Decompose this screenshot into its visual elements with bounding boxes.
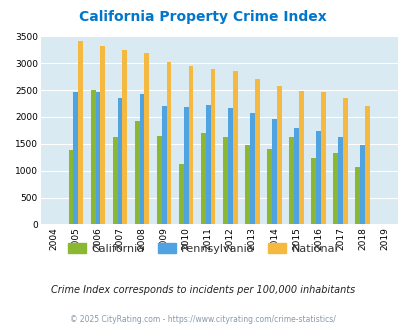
Bar xyxy=(266,149,271,224)
Bar xyxy=(227,108,232,224)
Bar xyxy=(210,69,215,224)
Bar xyxy=(90,90,95,224)
Bar xyxy=(122,50,127,224)
Bar xyxy=(134,121,139,224)
Bar xyxy=(359,145,364,224)
Bar xyxy=(222,137,227,224)
Text: Crime Index corresponds to incidents per 100,000 inhabitants: Crime Index corresponds to incidents per… xyxy=(51,285,354,295)
Bar xyxy=(293,128,298,224)
Bar xyxy=(166,62,171,224)
Bar xyxy=(183,107,188,224)
Bar xyxy=(205,105,210,224)
Bar xyxy=(342,98,347,224)
Bar xyxy=(245,146,249,224)
Bar xyxy=(200,133,205,224)
Bar xyxy=(232,71,237,224)
Bar xyxy=(95,92,100,224)
Bar xyxy=(139,94,144,224)
Bar xyxy=(354,167,359,224)
Bar xyxy=(320,92,325,224)
Bar xyxy=(68,150,73,224)
Bar xyxy=(73,92,78,224)
Bar xyxy=(298,90,303,224)
Text: © 2025 CityRating.com - https://www.cityrating.com/crime-statistics/: © 2025 CityRating.com - https://www.city… xyxy=(70,315,335,324)
Bar xyxy=(113,137,117,224)
Bar xyxy=(100,46,105,224)
Bar xyxy=(117,98,122,224)
Bar xyxy=(179,164,183,224)
Bar xyxy=(156,136,161,224)
Bar xyxy=(337,137,342,224)
Bar xyxy=(161,106,166,224)
Bar xyxy=(144,53,149,224)
Bar xyxy=(271,119,276,224)
Bar xyxy=(364,106,369,224)
Bar xyxy=(333,153,337,224)
Bar xyxy=(249,113,254,224)
Bar xyxy=(315,131,320,224)
Text: California Property Crime Index: California Property Crime Index xyxy=(79,10,326,24)
Bar xyxy=(276,86,281,224)
Bar xyxy=(254,79,259,224)
Legend: California, Pennsylvania, National: California, Pennsylvania, National xyxy=(63,238,342,258)
Bar xyxy=(78,41,83,224)
Bar xyxy=(311,158,315,224)
Bar xyxy=(188,66,193,224)
Bar xyxy=(288,137,293,224)
